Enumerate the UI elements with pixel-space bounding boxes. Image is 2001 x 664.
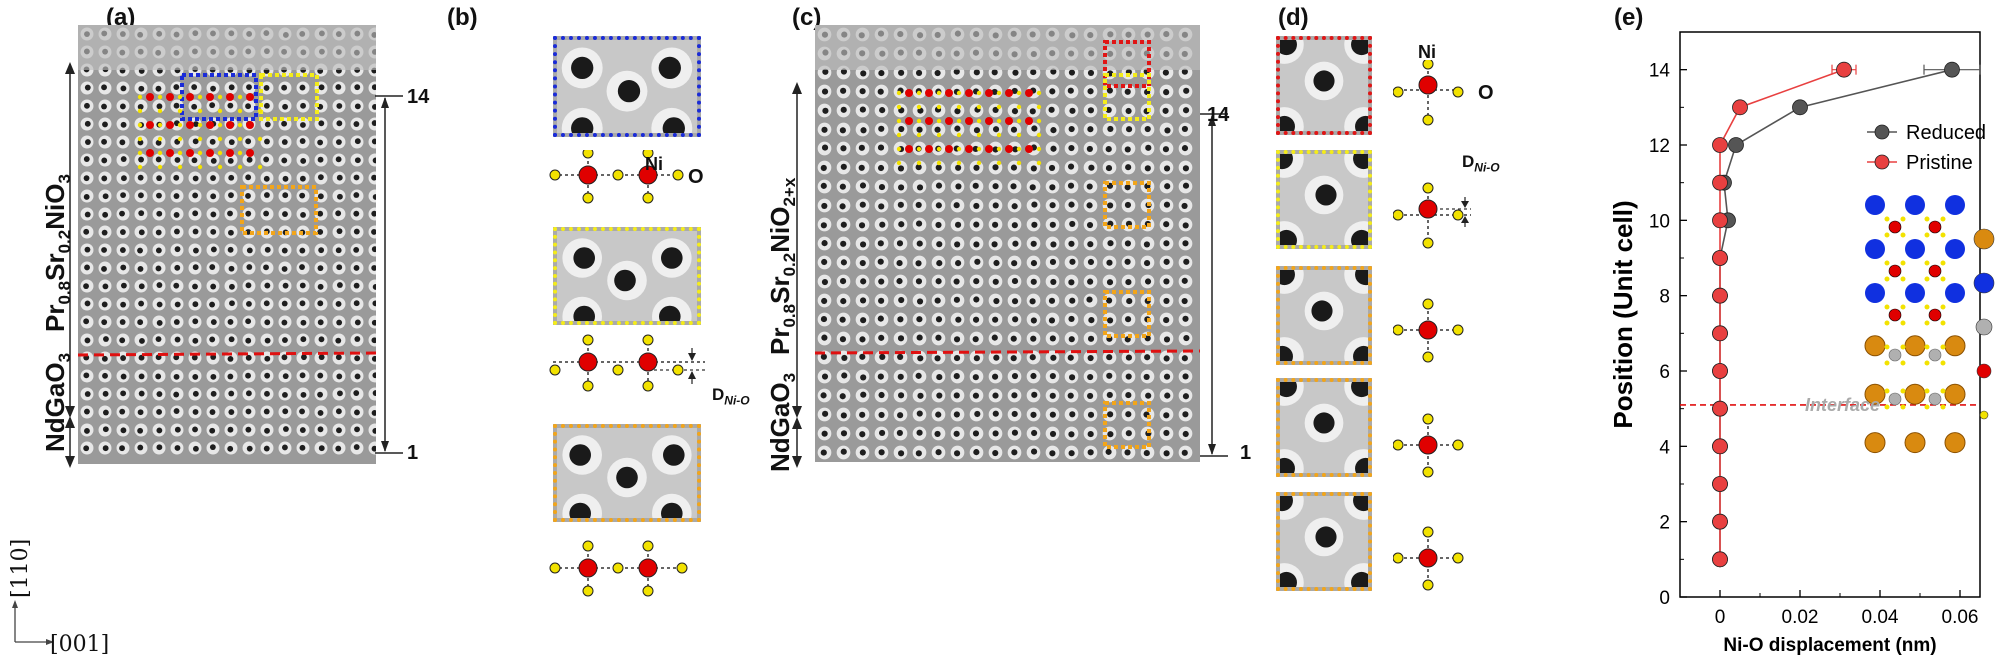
ni-label-b: Ni bbox=[645, 154, 663, 174]
scale-bottom-c: 1 bbox=[1240, 442, 1252, 464]
data-point-pristine bbox=[1712, 250, 1728, 266]
crop-red-d bbox=[1276, 36, 1372, 135]
crop-orange-d-1 bbox=[1276, 266, 1372, 365]
direction-horizontal-label: [001] bbox=[50, 632, 110, 657]
data-point-pristine bbox=[1712, 287, 1728, 304]
crop-blue-b bbox=[553, 36, 701, 137]
data-point-pristine bbox=[1712, 551, 1728, 568]
y-tick-label: 6 bbox=[1659, 362, 1670, 383]
data-point-reduced bbox=[1728, 137, 1744, 153]
y-tick-label: 14 bbox=[1649, 61, 1671, 82]
y-tick-label: 2 bbox=[1659, 513, 1670, 534]
film-label-a: Pr0.8Sr0.2NiO3 bbox=[40, 174, 75, 332]
substrate-label-a: NdGaO3 bbox=[40, 352, 75, 452]
legend-entry-reduced: Reduced bbox=[1906, 122, 1986, 144]
x-tick-label: 0.04 bbox=[1862, 607, 1899, 628]
crop-yellow-b bbox=[553, 227, 701, 325]
crystal-structure-inset bbox=[1864, 195, 1966, 454]
x-tick-label: 0.02 bbox=[1782, 607, 1819, 628]
crop-orange-d-3 bbox=[1276, 492, 1372, 591]
data-point-reduced bbox=[1944, 61, 1960, 78]
data-point-pristine bbox=[1712, 212, 1728, 229]
data-point-pristine bbox=[1712, 174, 1728, 191]
x-tick-label: 0.06 bbox=[1942, 607, 1979, 628]
crop-orange-d-2 bbox=[1276, 378, 1372, 477]
data-point-pristine bbox=[1712, 325, 1728, 342]
data-point-pristine bbox=[1836, 61, 1852, 78]
x-axis-label: Ni-O displacement (nm) bbox=[1723, 635, 1936, 656]
data-point-pristine bbox=[1732, 99, 1748, 116]
substrate-label-c: NdGaO3 bbox=[765, 372, 800, 472]
y-tick-label: 12 bbox=[1649, 136, 1670, 157]
legend-swatch-ga bbox=[1975, 318, 1993, 336]
legend-swatch-pr bbox=[1973, 272, 1995, 294]
data-point-pristine bbox=[1712, 137, 1728, 153]
y-tick-label: 0 bbox=[1659, 588, 1670, 609]
scale-top-a: 14 bbox=[407, 86, 430, 108]
panel-b-label: (b) bbox=[447, 4, 478, 31]
direction-axes bbox=[12, 600, 54, 645]
crop-yellow-d bbox=[1276, 150, 1372, 249]
bond-schematics-b bbox=[549, 150, 705, 597]
legend-marker-pristine bbox=[1874, 154, 1890, 170]
interface-annotation: Interface bbox=[1805, 395, 1880, 415]
legend-swatch-ni bbox=[1976, 363, 1992, 379]
d-label-d: DNi-O bbox=[1462, 152, 1500, 175]
legend-swatch-o bbox=[1979, 410, 1989, 420]
haadf-image-c bbox=[815, 25, 1200, 462]
ni-label-d: Ni bbox=[1418, 42, 1436, 62]
data-point-pristine bbox=[1712, 476, 1728, 492]
x-tick-label: 0 bbox=[1715, 607, 1726, 628]
scale-bottom-a: 1 bbox=[407, 442, 419, 464]
data-point-pristine bbox=[1712, 438, 1728, 455]
panel-d-label: (d) bbox=[1278, 4, 1309, 31]
scale-bar-c bbox=[1200, 113, 1228, 457]
data-point-reduced bbox=[1792, 99, 1808, 116]
film-label-c: Pr0.8Sr0.2NiO2+x bbox=[765, 177, 800, 355]
displacement-chart: 0 2 4 6 8 10 12 14 0 0.02 0.04 0.06 Ni-O displacemen… bbox=[1608, 31, 1995, 656]
legend-swatch-nd bbox=[1973, 228, 1995, 250]
y-axis-label: Position (Unit cell) bbox=[1608, 200, 1638, 428]
data-point-pristine bbox=[1712, 363, 1728, 379]
legend-entry-pristine: Pristine bbox=[1906, 152, 1973, 174]
y-tick-label: 10 bbox=[1649, 211, 1670, 232]
data-point-pristine bbox=[1712, 400, 1728, 417]
scale-top-c: 14 bbox=[1207, 104, 1230, 126]
data-point-pristine bbox=[1712, 513, 1728, 530]
d-label-b: DNi-O bbox=[712, 385, 750, 408]
scale-bar-a bbox=[375, 95, 403, 454]
legend-marker-reduced bbox=[1874, 124, 1890, 140]
o-label-b: O bbox=[688, 166, 704, 188]
o-label-d: O bbox=[1478, 82, 1494, 104]
layer-arrows-a bbox=[65, 62, 75, 468]
crop-orange-b bbox=[553, 424, 701, 522]
y-tick-label: 4 bbox=[1659, 437, 1670, 458]
haadf-image-a bbox=[78, 25, 376, 464]
y-tick-label: 8 bbox=[1659, 287, 1670, 308]
bond-schematics-d bbox=[1393, 60, 1471, 591]
layer-arrows-c bbox=[792, 82, 802, 468]
panel-e-label: (e) bbox=[1614, 4, 1644, 31]
direction-vertical-label: [110] bbox=[8, 538, 33, 598]
